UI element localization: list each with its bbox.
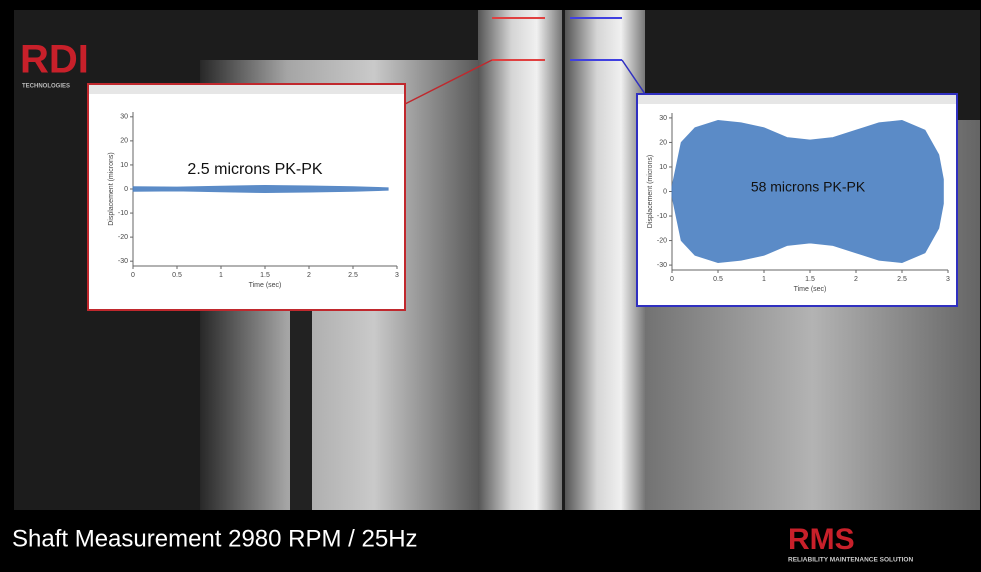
x-tick-label: 2 — [307, 272, 311, 279]
logo-mark: RMS — [788, 523, 855, 556]
annotation: 58 microns PK-PK — [751, 179, 866, 195]
chart-panel — [87, 83, 406, 311]
y-tick-label: -10 — [118, 210, 128, 217]
logo-mark: RDI — [20, 38, 89, 82]
x-tick-label: 0 — [670, 276, 674, 283]
x-axis-label: Time (sec) — [794, 286, 827, 293]
logo-text: TECHNOLOGIES — [22, 84, 70, 90]
connector — [621, 59, 646, 95]
y-tick-label: 10 — [659, 164, 667, 171]
shaft — [565, 10, 645, 510]
x-tick-label: 3 — [946, 276, 950, 283]
y-tick-label: -20 — [118, 234, 128, 241]
x-tick-label: 2.5 — [897, 276, 907, 283]
x-tick-label: 1.5 — [260, 272, 270, 279]
x-tick-label: 1.5 — [805, 276, 815, 283]
x-tick-label: 0 — [131, 272, 135, 279]
y-tick-label: 30 — [120, 114, 128, 121]
signal-band — [132, 184, 389, 194]
y-tick-label: 20 — [120, 138, 128, 145]
x-tick-label: 1 — [219, 272, 223, 279]
panel-titlebar — [638, 95, 956, 104]
y-tick-label: 10 — [120, 162, 128, 169]
y-tick-label: 30 — [659, 115, 667, 122]
connector — [404, 59, 493, 105]
caption: Shaft Measurement 2980 RPM / 25Hz — [12, 525, 418, 552]
shaft — [478, 10, 562, 510]
x-tick-label: 1 — [762, 276, 766, 283]
x-axis-label: Time (sec) — [249, 282, 282, 289]
annotation: 2.5 microns PK-PK — [187, 161, 322, 178]
signal-band — [671, 119, 944, 264]
logo-text: RELIABILITY MAINTENANCE SOLUTION — [788, 557, 913, 564]
x-tick-label: 2.5 — [348, 272, 358, 279]
x-tick-label: 0.5 — [172, 272, 182, 279]
y-tick-label: -30 — [657, 262, 667, 269]
y-tick-label: 0 — [124, 186, 128, 193]
x-tick-label: 3 — [395, 272, 399, 279]
y-tick-label: -30 — [118, 258, 128, 265]
x-tick-label: 2 — [854, 276, 858, 283]
groove — [290, 300, 312, 510]
y-axis-label: Displacement (microns) — [647, 155, 654, 229]
y-tick-label: -20 — [657, 237, 667, 244]
x-tick-label: 0.5 — [713, 276, 723, 283]
y-tick-label: -10 — [657, 213, 667, 220]
y-axis-label: Displacement (microns) — [108, 152, 115, 226]
y-tick-label: 0 — [663, 188, 667, 195]
panel-titlebar — [89, 85, 404, 94]
y-tick-label: 20 — [659, 139, 667, 146]
